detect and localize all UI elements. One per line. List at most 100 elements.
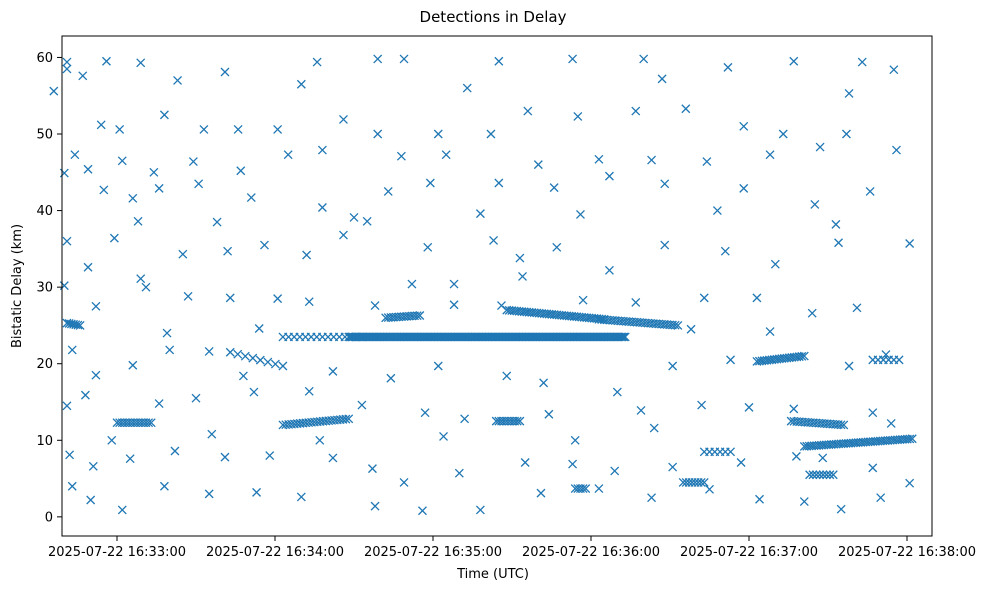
- scatter-point-191: [315, 435, 325, 445]
- scatter-point-192: [439, 431, 448, 441]
- scatter-point-47: [702, 157, 712, 167]
- scatter-point-93: [370, 301, 380, 310]
- scatter-point-161: [475, 505, 485, 515]
- scatter-point-9: [494, 56, 504, 66]
- scatter-point-130: [697, 400, 707, 410]
- scatter-point-162: [536, 488, 546, 498]
- y-axis: 0 10 20 30 40 50 60: [36, 51, 62, 525]
- scatter-point-175: [844, 88, 854, 98]
- scatter-point-42: [396, 151, 406, 161]
- scatter-point-95: [449, 300, 459, 310]
- scatter-point-45: [594, 154, 604, 164]
- y-tick-label-3: 30: [36, 281, 53, 296]
- scatter-point-34: [70, 150, 80, 160]
- scatter-point-184: [254, 324, 264, 333]
- scatter-point-104: [91, 370, 101, 380]
- scatter-point-126: [420, 408, 430, 418]
- scatter-point-5: [220, 67, 230, 77]
- track-point-8-29: [673, 320, 683, 330]
- scatter-point-33: [892, 145, 901, 155]
- scatter-point-125: [357, 400, 367, 410]
- scatter-point-35: [83, 164, 93, 174]
- scatter-point-61: [604, 171, 614, 181]
- scatter-point-190: [207, 429, 217, 439]
- track-point-2-7: [278, 361, 288, 371]
- scatter-point-15: [889, 65, 899, 75]
- scatter-point-131: [744, 402, 754, 412]
- x-tick-label-4: 2025-07-22 16:37:00: [680, 545, 818, 560]
- scatter-point-83: [770, 259, 780, 269]
- scatter-point-69: [136, 274, 146, 284]
- scatter-point-59: [494, 178, 504, 188]
- scatter-point-114: [612, 387, 622, 397]
- scatter-point-146: [610, 466, 620, 476]
- scatter-point-41: [317, 145, 327, 155]
- scatter-point-56: [317, 203, 327, 212]
- scatter-point-116: [726, 355, 736, 365]
- scatter-point-136: [125, 454, 135, 464]
- scatter-point-17: [115, 124, 125, 134]
- scatter-point-51: [99, 185, 109, 195]
- track-point-5-178: [619, 332, 629, 342]
- x-tick-label-5: 2025-07-22 16:38:00: [838, 545, 976, 560]
- scatter-point-128: [544, 409, 554, 419]
- scatter-point-12: [723, 62, 733, 72]
- scatter-point-177: [212, 217, 222, 227]
- scatter-point-186: [518, 271, 527, 281]
- scatter-point-46: [647, 155, 657, 165]
- scatter-point-24: [433, 129, 443, 139]
- track-point-13-18: [797, 351, 807, 361]
- scatter-point-193: [570, 435, 580, 445]
- x-axis-label: Time (UTC): [456, 567, 529, 582]
- track-point-1-6: [75, 320, 85, 330]
- track-point-14-19: [839, 420, 849, 430]
- scatter-point-100: [752, 293, 762, 303]
- scatter-point-57: [383, 186, 393, 196]
- scatter-point-163: [594, 484, 604, 493]
- scatter-point-94: [407, 279, 417, 289]
- scatter-point-87: [91, 301, 101, 311]
- scatter-point-150: [868, 463, 878, 473]
- scatter-point-108: [238, 371, 248, 381]
- x-tick-label-0: 2025-07-22 16:33:00: [48, 545, 186, 560]
- scatter-point-23: [373, 129, 383, 139]
- track-point-10-4: [581, 484, 591, 493]
- track-point-4-23: [344, 414, 354, 424]
- scatter-point-70: [178, 249, 188, 259]
- scatter-point-173: [462, 83, 472, 93]
- scatter-point-194: [649, 423, 659, 433]
- scatter-point-30: [739, 121, 749, 131]
- data-points: [49, 54, 917, 516]
- track-point-2-3: [248, 353, 258, 363]
- scatter-point-178: [349, 213, 359, 222]
- scatter-point-151: [905, 478, 915, 488]
- scatter-point-66: [62, 236, 72, 246]
- scatter-point-118: [881, 350, 891, 359]
- scatter-point-155: [159, 481, 169, 491]
- scatter-point-22: [339, 115, 348, 124]
- scatter-point-55: [246, 193, 256, 203]
- scatter-point-78: [515, 253, 525, 263]
- y-tick-label-2: 20: [36, 357, 53, 372]
- scatter-point-92: [304, 297, 314, 307]
- scatter-point-179: [475, 209, 485, 219]
- scatter-point-139: [265, 451, 275, 461]
- scatter-point-152: [67, 481, 77, 491]
- scatter-point-75: [362, 216, 372, 226]
- scatter-point-88: [141, 282, 151, 292]
- track-point-6-12: [412, 311, 422, 321]
- track-point-2-6: [270, 359, 280, 369]
- scatter-point-71: [223, 246, 233, 256]
- track-point-2-2: [240, 351, 250, 361]
- scatter-point-196: [886, 418, 896, 428]
- track-point-16-1: [808, 470, 818, 480]
- scatter-point-28: [631, 106, 641, 116]
- scatter-point-169: [876, 493, 886, 503]
- scatter-point-112: [502, 371, 512, 381]
- scatter-point-167: [799, 497, 809, 507]
- scatter-point-20: [233, 124, 243, 134]
- scatter-point-19: [199, 124, 209, 134]
- scatter-point-107: [204, 347, 214, 356]
